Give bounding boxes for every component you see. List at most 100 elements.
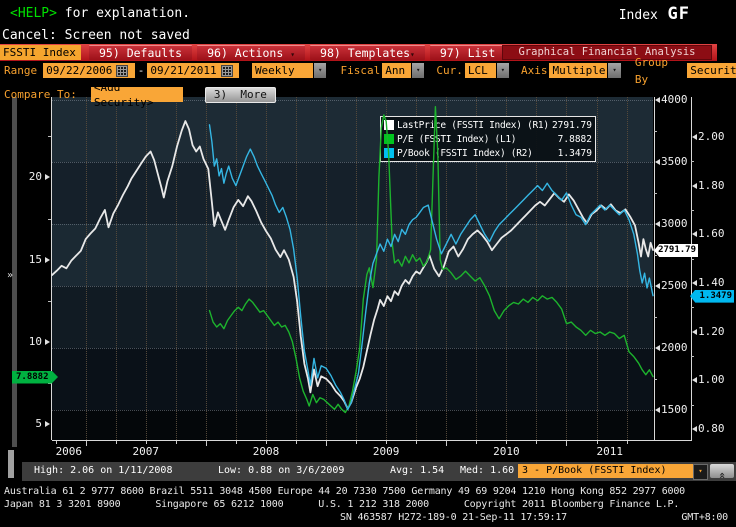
axis-minor-tick xyxy=(654,131,657,133)
plot-band xyxy=(52,286,653,349)
x-axis-tick xyxy=(85,441,87,446)
currency-select[interactable]: LCL xyxy=(464,63,496,78)
grid-vline xyxy=(326,97,328,440)
x-axis-tick xyxy=(265,441,267,444)
chart-legend: LastPrice (FSSTI Index) (R1) 2791.79 P/E… xyxy=(380,116,596,162)
scrollbar-marker-icon[interactable]: » xyxy=(7,270,14,281)
x-axis-tick xyxy=(205,441,207,446)
x-axis-year-label: 2008 xyxy=(252,445,280,458)
axis-pointer-icon xyxy=(692,182,697,189)
stat-high: High: 2.06 on 1/11/2008 xyxy=(34,465,173,476)
legend-series-name: LastPrice (FSSTI Index) (R1) xyxy=(397,119,549,131)
legend-row-pe[interactable]: P/E (FSSTI Index) (L1) 7.8882 xyxy=(384,132,592,146)
grid-vline xyxy=(145,97,147,440)
defaults-button[interactable]: 95) Defaults xyxy=(89,45,193,60)
x-axis-year-label: 2010 xyxy=(493,445,520,458)
function-code: GF xyxy=(667,4,690,24)
chevron-down-icon[interactable]: ▾ xyxy=(608,63,621,78)
lastprice-swatch-icon xyxy=(384,120,394,130)
axis-pointer-icon xyxy=(692,328,697,335)
axis-pointer-icon xyxy=(692,133,697,140)
grid-vline xyxy=(296,97,297,440)
calendar-icon[interactable] xyxy=(220,64,233,77)
axis-pointer-icon xyxy=(655,96,660,103)
chevron-down-icon[interactable]: ▾ xyxy=(412,63,425,78)
axis-minor-tick xyxy=(654,317,657,319)
legend-series-value: 2791.79 xyxy=(551,119,592,131)
vertical-scrollbar[interactable] xyxy=(12,97,17,447)
range-end-input[interactable]: 09/21/2011 xyxy=(147,63,239,78)
more-button[interactable]: 3) More xyxy=(204,86,276,103)
grid-vline xyxy=(175,97,177,440)
chevron-down-icon[interactable]: ▾ xyxy=(693,464,708,480)
x-axis-line xyxy=(52,440,692,441)
currency-label: Cur. xyxy=(436,64,463,77)
y-axis-tick-label-r2: 1.80 xyxy=(698,178,725,192)
axis-pointer-icon xyxy=(45,421,50,428)
chevron-down-icon[interactable]: ▾ xyxy=(496,63,509,78)
plot-band xyxy=(52,224,653,287)
series-selector[interactable]: 3 - P/Book (FSSTI Index) xyxy=(518,464,694,478)
axis-minor-tick xyxy=(691,307,694,309)
legend-row-pbook[interactable]: P/Book (FSSTI Index) (R2) 1.3479 xyxy=(384,146,592,160)
grid-hline xyxy=(52,410,653,412)
axis-minor-tick xyxy=(654,379,657,381)
legend-row-lastprice[interactable]: LastPrice (FSSTI Index) (R1) 2791.79 xyxy=(384,118,592,132)
groupby-select[interactable]: Security xyxy=(687,63,736,78)
range-start-input[interactable]: 09/22/2006 xyxy=(43,63,135,78)
templates-button[interactable]: 98) Templates▾ xyxy=(310,45,425,60)
plot-band xyxy=(52,410,653,440)
chevron-down-icon: ▾ xyxy=(410,50,415,59)
chevron-down-icon[interactable]: ▾ xyxy=(314,63,327,78)
grid-vline xyxy=(85,97,87,440)
period-select[interactable]: Weekly xyxy=(251,63,314,78)
axis-pointer-icon xyxy=(692,231,697,238)
security-ticker-box[interactable]: FSSTI Index xyxy=(0,45,81,60)
compare-to-label: Compare To: xyxy=(4,88,77,101)
y-axis-tick-label-r1: 4000 xyxy=(661,92,688,106)
actions-button[interactable]: 96) Actions ▾ xyxy=(197,45,306,60)
x-axis-tick xyxy=(115,441,117,444)
y-axis-tick-label-r2: 1.60 xyxy=(698,227,725,241)
fiscal-select[interactable]: Ann xyxy=(382,63,412,78)
y-axis-tick-label-r1: 2500 xyxy=(661,279,688,293)
grid-vline xyxy=(596,97,598,440)
axis-minor-tick xyxy=(48,136,51,138)
grid-hline xyxy=(52,162,653,164)
axis-pointer-icon xyxy=(692,426,697,433)
axis-minor-tick xyxy=(48,218,51,220)
y-axis-tick-label-l1: 20 xyxy=(28,170,42,184)
axis-pointer-icon xyxy=(45,338,50,345)
axis-pointer-icon xyxy=(655,407,660,414)
footer-contacts-line2: Japan 81 3 3201 8900 Singapore 65 6212 1… xyxy=(4,499,680,510)
last-value-badge-r2: 1.3479 xyxy=(690,289,734,303)
grid-vline xyxy=(265,97,267,440)
x-axis-tick xyxy=(536,441,538,444)
axis-pointer-icon xyxy=(692,279,697,286)
axis-pointer-icon xyxy=(45,174,50,181)
calendar-icon[interactable] xyxy=(116,64,129,77)
y-axis-line-r1 xyxy=(654,97,655,440)
chevrons-up-icon: « xyxy=(715,472,729,479)
grid-vline xyxy=(235,97,237,440)
last-value-badge-r1: 2791.79 xyxy=(654,244,698,258)
help-tag[interactable]: <HELP> xyxy=(10,6,57,21)
axis-minor-tick xyxy=(691,356,694,357)
x-axis-year-label: 2006 xyxy=(55,445,83,458)
plot-band xyxy=(52,162,653,225)
list-button[interactable]: 97) List xyxy=(429,45,506,60)
x-axis-tick xyxy=(296,441,297,444)
y-axis-tick-label-l1: 10 xyxy=(28,334,42,348)
compare-row: Compare To: <Add Security> 3) More xyxy=(4,81,276,109)
fiscal-label: Fiscal xyxy=(340,64,381,77)
range-separator: - xyxy=(137,64,145,77)
add-security-button[interactable]: <Add Security> xyxy=(90,81,183,109)
axis-pointer-icon xyxy=(655,159,660,166)
x-axis-tick xyxy=(145,441,147,444)
axis-pointer-icon xyxy=(45,256,50,263)
x-axis-tick xyxy=(416,441,418,444)
scrollbar-thumb[interactable] xyxy=(8,450,14,478)
collapse-panel-button[interactable]: « xyxy=(710,464,734,479)
axis-select[interactable]: Multiple xyxy=(549,63,608,78)
